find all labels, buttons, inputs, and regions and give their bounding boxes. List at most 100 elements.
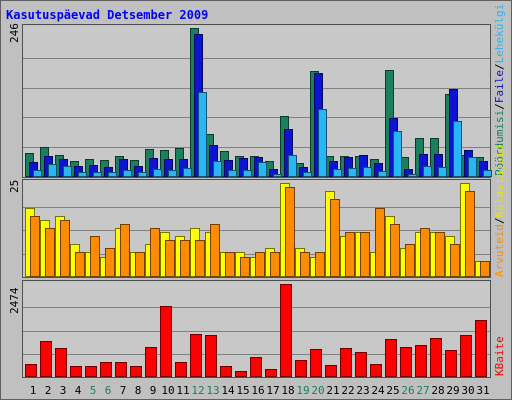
bar-top-Lehekülgi-day-4 (78, 172, 87, 177)
x-tick-label-29: 29 (446, 384, 459, 397)
bar-top-Lehekülgi-day-10 (168, 170, 177, 177)
bar-top-Lehekülgi-day-22 (348, 168, 357, 177)
legend-mid: Arvuteid/Külastajaid (493, 145, 506, 277)
legend-pages: Lehekülgi (493, 4, 506, 64)
bar-mid-Arvuteid-day-12 (195, 240, 205, 277)
bar-top-Lehekülgi-day-5 (93, 172, 102, 177)
x-tick-label-22: 22 (341, 384, 354, 397)
bar-bot-KBaite-day-20 (310, 349, 322, 377)
bar-bot-KBaite-day-29 (445, 350, 457, 377)
bot-panel-max-label: 2474 (8, 287, 21, 314)
bar-bot-KBaite-day-25 (385, 339, 397, 377)
bar-top-Lehekülgi-day-15 (243, 170, 252, 177)
bar-mid-Arvuteid-day-29 (450, 244, 460, 277)
x-tick-label-18: 18 (281, 384, 294, 397)
bar-mid-Arvuteid-day-20 (315, 252, 325, 277)
x-tick-label-12: 12 (191, 384, 204, 397)
bar-bot-KBaite-day-16 (250, 357, 262, 377)
bar-mid-Arvuteid-day-1 (30, 216, 40, 277)
bar-bot-KBaite-day-19 (295, 360, 307, 377)
legend-top: Pöördumisi/Faile/Lehekülgi (493, 4, 506, 176)
bar-mid-Arvuteid-day-15 (240, 257, 250, 277)
bar-mid-Arvuteid-day-8 (135, 252, 145, 277)
bar-top-Lehekülgi-day-29 (453, 121, 462, 177)
bar-mid-Arvuteid-day-10 (165, 240, 175, 277)
panel-top-bg (22, 24, 491, 178)
x-tick-label-4: 4 (75, 384, 82, 397)
bar-bot-KBaite-day-9 (145, 347, 157, 377)
legend-sep-1: / (493, 103, 506, 110)
bar-top-Lehekülgi-day-27 (423, 166, 432, 177)
legend-sep-3: / (493, 217, 506, 224)
bar-mid-Arvuteid-day-5 (90, 236, 100, 277)
bar-top-Lehekülgi-day-20 (318, 109, 327, 177)
legend-hits: Pöördumisi (493, 110, 506, 176)
bar-bot-KBaite-day-18 (280, 284, 292, 377)
bar-bot-KBaite-day-17 (265, 369, 277, 377)
x-tick-label-28: 28 (431, 384, 444, 397)
bar-top-Lehekülgi-day-11 (183, 168, 192, 177)
bar-top-Lehekülgi-day-8 (138, 172, 147, 177)
x-tick-label-24: 24 (371, 384, 385, 397)
bar-top-Lehekülgi-day-25 (393, 131, 402, 177)
legend-visits: Külastajaid (493, 145, 506, 218)
bar-top-Lehekülgi-day-16 (258, 162, 267, 177)
bar-bot-KBaite-day-27 (415, 345, 427, 377)
bar-mid-Arvuteid-day-22 (345, 232, 355, 277)
bar-mid-Arvuteid-day-19 (300, 252, 310, 277)
bar-top-Lehekülgi-day-21 (333, 169, 342, 177)
bar-top-Lehekülgi-day-26 (408, 174, 417, 177)
bar-top-Lehekülgi-day-7 (123, 170, 132, 177)
bar-bot-KBaite-day-21 (325, 365, 337, 377)
bar-mid-Arvuteid-day-2 (45, 228, 55, 277)
bar-top-Lehekülgi-day-24 (378, 171, 387, 177)
bar-mid-Arvuteid-day-30 (465, 191, 475, 277)
bar-mid-Arvuteid-day-31 (480, 261, 490, 277)
bar-mid-Arvuteid-day-24 (375, 208, 385, 277)
x-tick-label-27: 27 (416, 384, 429, 397)
bar-bot-KBaite-day-30 (460, 335, 472, 377)
bar-bot-KBaite-day-4 (70, 366, 82, 377)
bar-bot-KBaite-day-22 (340, 348, 352, 377)
x-tick-label-11: 11 (176, 384, 189, 397)
top-panel-max-label: 246 (8, 23, 21, 43)
x-tick-label-5: 5 (90, 384, 97, 397)
bar-top-Lehekülgi-day-13 (213, 161, 222, 177)
bar-top-Lehekülgi-day-17 (273, 174, 282, 177)
bar-mid-Arvuteid-day-21 (330, 199, 340, 277)
bar-mid-Arvuteid-day-14 (225, 252, 235, 277)
x-tick-label-26: 26 (401, 384, 414, 397)
x-tick-label-14: 14 (221, 384, 235, 397)
bar-mid-Arvuteid-day-26 (405, 244, 415, 277)
bar-bot-KBaite-day-28 (430, 338, 442, 377)
x-tick-label-3: 3 (60, 384, 67, 397)
bar-top-Lehekülgi-day-3 (63, 166, 72, 177)
bar-bot-KBaite-day-23 (355, 352, 367, 377)
bar-mid-Arvuteid-day-25 (390, 224, 400, 277)
bar-bot-KBaite-day-5 (85, 366, 97, 377)
bar-mid-Arvuteid-day-7 (120, 224, 130, 277)
bar-mid-Arvuteid-day-3 (60, 220, 70, 277)
bar-bot-KBaite-day-1 (25, 364, 37, 377)
bar-top-Lehekülgi-day-2 (48, 164, 57, 177)
x-tick-label-21: 21 (326, 384, 339, 397)
bar-mid-Arvuteid-day-9 (150, 228, 160, 277)
bar-bot-KBaite-day-2 (40, 341, 52, 377)
bar-bot-KBaite-day-3 (55, 348, 67, 377)
bar-mid-Arvuteid-day-17 (270, 252, 280, 277)
bar-bot-KBaite-day-6 (100, 362, 112, 377)
x-tick-label-2: 2 (45, 384, 52, 397)
bar-bot-KBaite-day-12 (190, 334, 202, 377)
legend-kbytes: KBaite (493, 336, 506, 376)
x-tick-label-16: 16 (251, 384, 264, 397)
bar-top-Lehekülgi-day-28 (438, 167, 447, 177)
x-tick-label-30: 30 (461, 384, 474, 397)
bar-bot-KBaite-day-10 (160, 306, 172, 377)
x-tick-label-7: 7 (120, 384, 127, 397)
bar-top-Lehekülgi-day-1 (33, 170, 42, 177)
bar-bot-KBaite-day-14 (220, 366, 232, 377)
x-tick-label-9: 9 (150, 384, 157, 397)
mid-panel-max-label: 25 (8, 180, 21, 193)
